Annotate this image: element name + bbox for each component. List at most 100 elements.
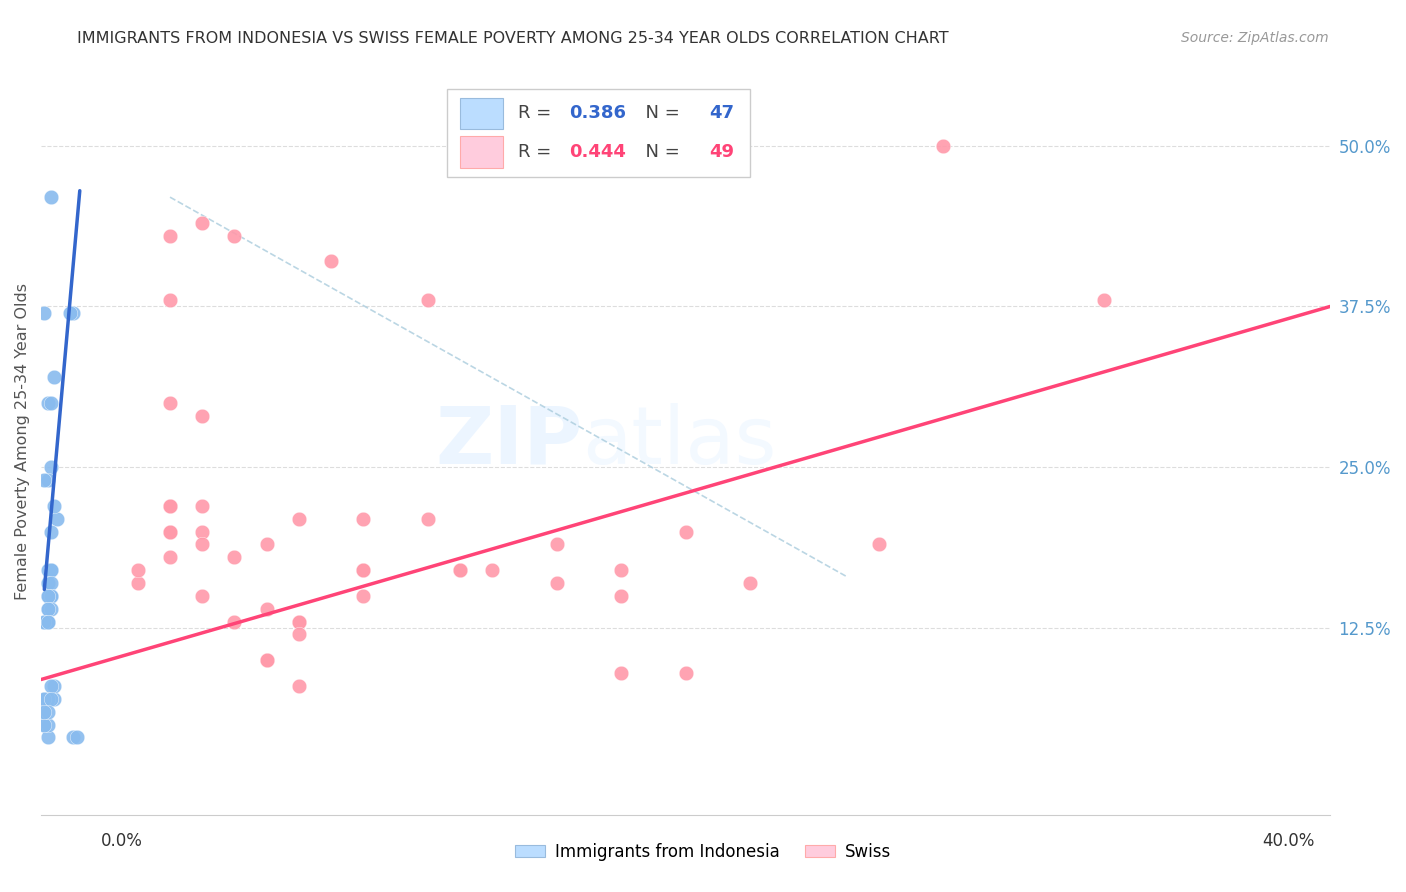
Point [546, 576, 568, 591]
Point [37, 691, 59, 706]
Point [37, 576, 59, 591]
Point [738, 576, 761, 591]
Point [610, 563, 633, 577]
Point [62, 306, 84, 320]
Point [159, 293, 181, 307]
Point [37, 601, 59, 615]
Point [1094, 293, 1116, 307]
Point [127, 576, 149, 591]
Point [675, 524, 697, 539]
Point [39, 589, 62, 603]
Point [37, 563, 59, 577]
Point [39, 589, 62, 603]
Point [256, 601, 278, 615]
Point [46, 512, 69, 526]
Point [39, 563, 62, 577]
Point [34, 615, 56, 629]
Point [37, 601, 59, 615]
Point [37, 705, 59, 719]
Point [416, 512, 439, 526]
Text: N =: N = [634, 104, 686, 122]
Point [191, 524, 214, 539]
Point [37, 589, 59, 603]
Point [546, 537, 568, 551]
Point [39, 601, 62, 615]
Text: R =: R = [517, 104, 557, 122]
Point [34, 717, 56, 731]
Point [37, 717, 59, 731]
Point [256, 653, 278, 667]
Legend: Immigrants from Indonesia, Swiss: Immigrants from Indonesia, Swiss [509, 837, 897, 868]
Point [191, 499, 214, 513]
Text: 0.444: 0.444 [569, 143, 627, 161]
Text: IMMIGRANTS FROM INDONESIA VS SWISS FEMALE POVERTY AMONG 25-34 YEAR OLDS CORRELAT: IMMIGRANTS FROM INDONESIA VS SWISS FEMAL… [77, 31, 949, 46]
Point [39, 460, 62, 475]
Point [37, 473, 59, 487]
Point [159, 396, 181, 410]
Point [37, 615, 59, 629]
Point [868, 537, 890, 551]
Point [675, 666, 697, 681]
Text: 0.0%: 0.0% [101, 831, 143, 849]
Point [288, 627, 311, 641]
Point [39, 576, 62, 591]
Point [34, 615, 56, 629]
Point [256, 653, 278, 667]
Point [37, 731, 59, 745]
Point [159, 524, 181, 539]
Point [39, 396, 62, 410]
Point [34, 473, 56, 487]
Point [37, 576, 59, 591]
Point [288, 615, 311, 629]
Point [34, 306, 56, 320]
Point [39, 563, 62, 577]
Point [191, 409, 214, 423]
Text: 47: 47 [709, 104, 734, 122]
Point [37, 615, 59, 629]
Y-axis label: Female Poverty Among 25-34 Year Olds: Female Poverty Among 25-34 Year Olds [15, 283, 30, 600]
Point [191, 537, 214, 551]
FancyBboxPatch shape [460, 97, 502, 129]
Point [288, 615, 311, 629]
Point [224, 550, 246, 565]
Point [321, 254, 343, 268]
FancyBboxPatch shape [447, 88, 749, 177]
Point [610, 589, 633, 603]
Point [288, 679, 311, 693]
Point [352, 563, 374, 577]
Point [288, 512, 311, 526]
Point [127, 563, 149, 577]
Point [932, 138, 955, 153]
Point [449, 563, 471, 577]
Point [159, 550, 181, 565]
Point [39, 190, 62, 204]
Text: 0.386: 0.386 [569, 104, 627, 122]
Point [481, 563, 503, 577]
Point [39, 679, 62, 693]
Point [159, 499, 181, 513]
Point [159, 499, 181, 513]
Text: N =: N = [634, 143, 686, 161]
Point [34, 691, 56, 706]
Point [159, 524, 181, 539]
Point [59, 306, 82, 320]
Text: 40.0%: 40.0% [1263, 831, 1315, 849]
Point [191, 216, 214, 230]
Point [34, 717, 56, 731]
Point [34, 705, 56, 719]
Text: atlas: atlas [582, 402, 778, 481]
Point [42, 370, 65, 384]
Point [352, 563, 374, 577]
Point [159, 228, 181, 243]
Point [610, 666, 633, 681]
Point [416, 293, 439, 307]
Text: Source: ZipAtlas.com: Source: ZipAtlas.com [1181, 31, 1329, 45]
Point [352, 512, 374, 526]
Point [42, 691, 65, 706]
Point [224, 228, 246, 243]
Point [37, 589, 59, 603]
Text: 49: 49 [709, 143, 734, 161]
Point [65, 731, 87, 745]
Point [34, 691, 56, 706]
Point [62, 731, 84, 745]
